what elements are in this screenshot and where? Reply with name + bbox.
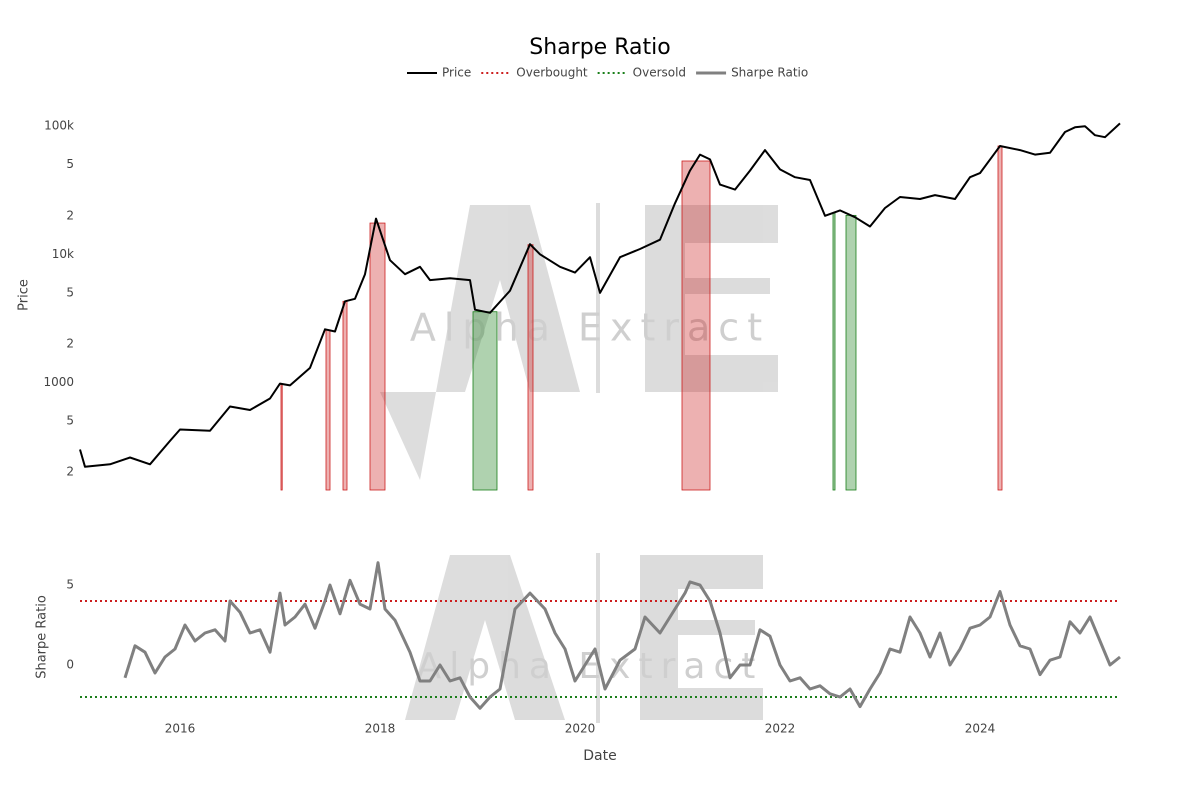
x-axis-label: Date xyxy=(583,748,616,764)
logo-e xyxy=(645,205,685,392)
x-tick-label: 2018 xyxy=(365,722,396,736)
signal-band xyxy=(997,145,1003,491)
y-tick-label: 2 xyxy=(66,208,74,222)
signal-band xyxy=(527,244,534,491)
logo-bar xyxy=(596,553,600,723)
y-tick-label: 0 xyxy=(66,658,74,672)
y-axis-label: Sharpe Ratio xyxy=(35,595,50,679)
signal-band xyxy=(325,329,331,491)
y-tick-label: 100k xyxy=(44,119,74,133)
watermark: Alpha Extract xyxy=(417,646,764,687)
y-tick-label: 5 xyxy=(66,285,74,299)
x-tick-label: 2016 xyxy=(165,722,196,736)
chart-title: Sharpe Ratio xyxy=(529,35,670,60)
y-tick-label: 10k xyxy=(52,247,74,261)
x-tick-label: 2024 xyxy=(965,722,996,736)
y-tick-label: 5 xyxy=(66,157,74,171)
signal-band xyxy=(280,383,283,491)
watermark-logo xyxy=(380,203,778,723)
signal-band xyxy=(832,212,836,491)
x-tick-label: 2022 xyxy=(765,722,796,736)
legend-label: Sharpe Ratio xyxy=(731,66,808,80)
x-tick-label: 2020 xyxy=(565,722,596,736)
series-line xyxy=(79,122,1121,468)
signal-band xyxy=(845,214,857,491)
signal-band xyxy=(342,300,348,491)
y-axis-label: Price xyxy=(17,279,32,311)
y-tick-label: 1000 xyxy=(43,375,74,389)
logo-bar xyxy=(596,203,600,393)
signal-band xyxy=(369,222,386,491)
legend-label: Overbought xyxy=(516,66,588,80)
series-line xyxy=(123,561,1121,710)
signal-band xyxy=(681,160,711,491)
legend-label: Price xyxy=(442,66,471,80)
y-tick-label: 5 xyxy=(66,578,74,592)
y-tick-label: 2 xyxy=(66,465,74,479)
y-tick-label: 2 xyxy=(66,336,74,350)
legend-label: Oversold xyxy=(633,66,686,80)
logo-a xyxy=(380,205,580,480)
y-tick-label: 5 xyxy=(66,414,74,428)
logo-a xyxy=(405,555,565,720)
logo-e xyxy=(640,555,678,720)
watermark: Alpha Extract xyxy=(410,306,770,350)
signal-band xyxy=(472,311,498,491)
